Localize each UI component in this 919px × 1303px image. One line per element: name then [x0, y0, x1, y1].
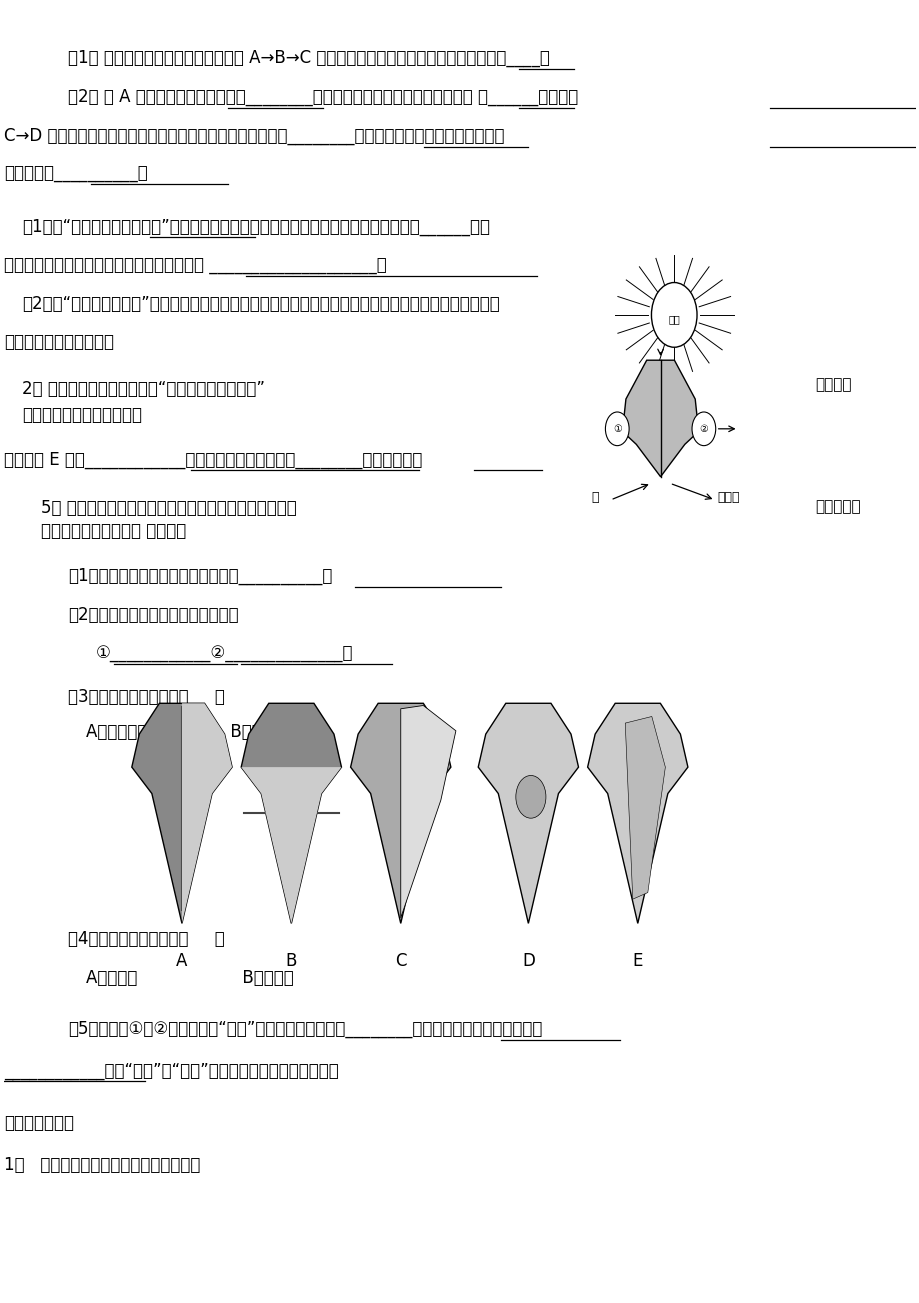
- Circle shape: [605, 412, 629, 446]
- Circle shape: [691, 412, 715, 446]
- Text: 实）是由 E 中的____________发莒形成的，豌豆粒是由________发莒形成的。: 实）是由 E 中的____________发莒形成的，豌豆粒是由________…: [5, 451, 422, 469]
- Text: ②: ②: [698, 423, 708, 434]
- PathPatch shape: [478, 704, 578, 924]
- PathPatch shape: [625, 717, 664, 899]
- Text: C: C: [394, 952, 406, 969]
- Text: 三、实验与探究: 三、实验与探究: [5, 1114, 74, 1132]
- Circle shape: [651, 283, 697, 348]
- Text: 如下图所示的实验操作（次: 如下图所示的实验操作（次: [22, 405, 142, 423]
- Text: A．线粒体                    B．叶绻体: A．线粒体 B．叶绻体: [86, 968, 294, 986]
- Text: E: E: [632, 952, 642, 969]
- Text: （1）在“观察玉米种子的结构”实验中，上面的图示能正确地表示玉米种子解剖方向的是______，能: （1）在“观察玉米种子的结构”实验中，上面的图示能正确地表示玉米种子解剖方向的是…: [22, 218, 490, 236]
- Text: 水: 水: [590, 491, 598, 504]
- PathPatch shape: [401, 705, 456, 917]
- PathPatch shape: [241, 704, 341, 924]
- Text: 合作用。请: 合作用。请: [814, 499, 860, 513]
- PathPatch shape: [622, 360, 698, 477]
- Text: （2） 图 A 中最先突破种皮的结构是________；消耗的营养物质主要来自种子结构 的______。豌豆从: （2） 图 A 中最先突破种皮的结构是________；消耗的营养物质主要来自种…: [68, 89, 578, 107]
- Text: 根据光合作用示意图回 答问题。: 根据光合作用示意图回 答问题。: [40, 523, 186, 539]
- Circle shape: [516, 775, 545, 818]
- Text: 阳光: 阳光: [667, 314, 679, 323]
- Text: A: A: [176, 952, 187, 969]
- Text: 2． 某生物兴趣小组为了验证“绿叶在光下制造淠粉”: 2． 某生物兴趣小组为了验证“绿叶在光下制造淠粉”: [22, 379, 265, 397]
- Text: D: D: [521, 952, 534, 969]
- Text: （2）请写出图中各序号所代表的物质: （2）请写出图中各序号所代表的物质: [68, 606, 238, 624]
- Text: ____________（填“导管”或“筛管”）运输到植物体的各个部位。: ____________（填“导管”或“筛管”）运输到植物体的各个部位。: [5, 1062, 338, 1080]
- PathPatch shape: [587, 704, 687, 924]
- Text: B: B: [285, 952, 297, 969]
- Text: ①____________②______________。: ①____________②______________。: [96, 645, 353, 663]
- Text: （2）在“测定种子的成分”实验中，鉴定小麦面粉在水中揁挤后得到的乳白色液体和黄白色面筋中主要的有: （2）在“测定种子的成分”实验中，鉴定小麦面粉在水中揁挤后得到的乳白色液体和黄白…: [22, 296, 500, 314]
- PathPatch shape: [350, 704, 450, 924]
- Text: （1） 豌豆种子从埋入土壤，到完成中 A→B→C 所示的发莒过程，必需满足的环境条件是：____。: （1） 豌豆种子从埋入土壤，到完成中 A→B→C 所示的发莒过程，必需满足的环境…: [68, 50, 550, 68]
- Text: （1）植物进行光合作用的主要器官是__________。: （1）植物进行光合作用的主要器官是__________。: [68, 567, 332, 585]
- Text: 茎、叶中的__________。: 茎、叶中的__________。: [5, 164, 148, 182]
- Text: （3）光合作用的条件是（     ）: （3）光合作用的条件是（ ）: [68, 688, 224, 706]
- PathPatch shape: [131, 704, 232, 924]
- PathPatch shape: [182, 704, 232, 924]
- Text: 1．   请回答下列与生物实验有关的问题：: 1． 请回答下列与生物实验有关的问题：: [5, 1157, 200, 1174]
- Text: （4）光合作用的场所是（     ）: （4）光合作用的场所是（ ）: [68, 930, 224, 947]
- Text: ，进行了: ，进行了: [814, 377, 851, 392]
- Text: ①: ①: [612, 423, 621, 434]
- Text: A．有光无光均可            B．有光: A．有光无光均可 B．有光: [86, 723, 272, 740]
- Text: C→D 的发莒过程中，吸收水分和无机盐的主要部位是根尖的________，运输水分和无机盐的结构是根、: C→D 的发莒过程中，吸收水分和无机盐的主要部位是根尖的________，运输水…: [5, 128, 505, 145]
- Text: 正确地表示礖液对玉米种子剖面染色结果的是 ____________________。: 正确地表示礖液对玉米种子剖面染色结果的是 ___________________…: [5, 257, 387, 275]
- Text: 机物，需用的试剂分别是: 机物，需用的试剂分别是: [5, 334, 114, 351]
- Text: 5． 绻色植物是生态系统中的生产者，因为它们能进行光: 5． 绻色植物是生态系统中的生产者，因为它们能进行光: [40, 499, 296, 517]
- Text: （5）图中的①和②进出叶片的“窗口”是由保卫细胞构成的________；光合作用制造的有机物通过: （5）图中的①和②进出叶片的“窗口”是由保卫细胞构成的________；光合作用…: [68, 1020, 542, 1038]
- Text: 有机物: 有机物: [716, 491, 739, 504]
- PathPatch shape: [241, 767, 341, 924]
